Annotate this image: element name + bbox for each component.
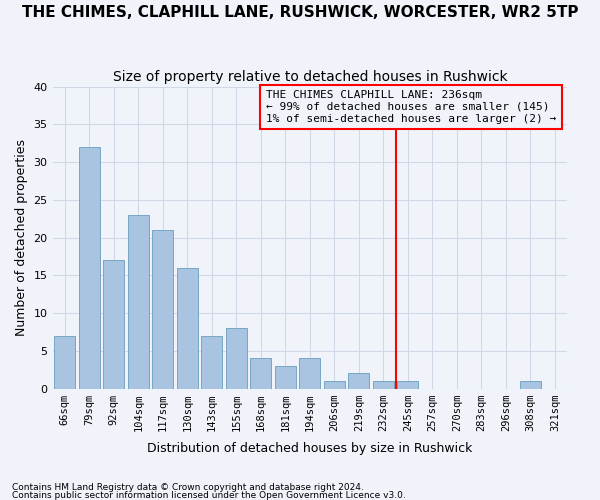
X-axis label: Distribution of detached houses by size in Rushwick: Distribution of detached houses by size … <box>147 442 473 455</box>
Bar <box>349 374 369 388</box>
Text: Contains HM Land Registry data © Crown copyright and database right 2024.: Contains HM Land Registry data © Crown c… <box>12 484 364 492</box>
Y-axis label: Number of detached properties: Number of detached properties <box>15 139 28 336</box>
Text: THE CHIMES, CLAPHILL LANE, RUSHWICK, WORCESTER, WR2 5TP: THE CHIMES, CLAPHILL LANE, RUSHWICK, WOR… <box>22 5 578 20</box>
Bar <box>152 230 173 388</box>
Bar <box>324 381 345 388</box>
Bar <box>520 381 541 388</box>
Bar <box>299 358 320 388</box>
Text: Contains public sector information licensed under the Open Government Licence v3: Contains public sector information licen… <box>12 490 406 500</box>
Bar <box>250 358 271 388</box>
Bar <box>373 381 394 388</box>
Bar <box>55 336 75 388</box>
Bar <box>397 381 418 388</box>
Bar <box>79 147 100 388</box>
Title: Size of property relative to detached houses in Rushwick: Size of property relative to detached ho… <box>113 70 507 84</box>
Bar <box>226 328 247 388</box>
Bar <box>103 260 124 388</box>
Text: THE CHIMES CLAPHILL LANE: 236sqm
← 99% of detached houses are smaller (145)
1% o: THE CHIMES CLAPHILL LANE: 236sqm ← 99% o… <box>266 90 556 124</box>
Bar <box>275 366 296 388</box>
Bar <box>177 268 198 388</box>
Bar <box>202 336 222 388</box>
Bar <box>128 215 149 388</box>
